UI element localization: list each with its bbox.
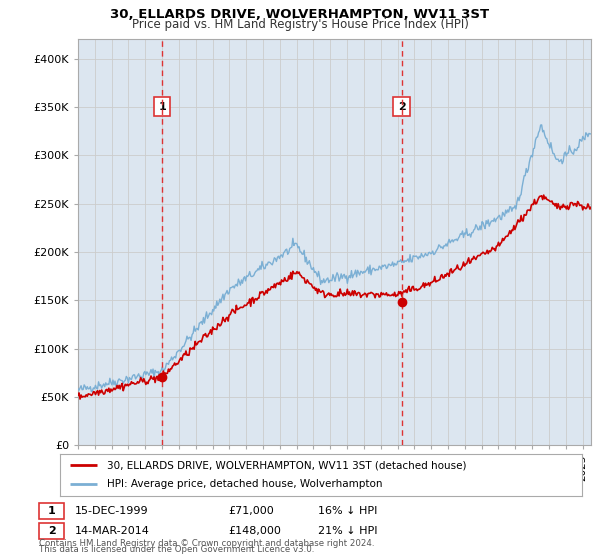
Text: 2: 2 [398,102,406,112]
Text: 30, ELLARDS DRIVE, WOLVERHAMPTON, WV11 3ST: 30, ELLARDS DRIVE, WOLVERHAMPTON, WV11 3… [110,8,490,21]
Text: 14-MAR-2014: 14-MAR-2014 [75,526,150,536]
Text: 1: 1 [158,102,166,112]
Text: Contains HM Land Registry data © Crown copyright and database right 2024.: Contains HM Land Registry data © Crown c… [39,539,374,548]
Text: 16% ↓ HPI: 16% ↓ HPI [318,506,377,516]
Text: 1: 1 [48,506,55,516]
Text: 2: 2 [48,526,55,536]
Text: This data is licensed under the Open Government Licence v3.0.: This data is licensed under the Open Gov… [39,545,314,554]
Text: £148,000: £148,000 [228,526,281,536]
Text: 21% ↓ HPI: 21% ↓ HPI [318,526,377,536]
Text: 15-DEC-1999: 15-DEC-1999 [75,506,149,516]
Text: 30, ELLARDS DRIVE, WOLVERHAMPTON, WV11 3ST (detached house): 30, ELLARDS DRIVE, WOLVERHAMPTON, WV11 3… [107,460,466,470]
Text: £71,000: £71,000 [228,506,274,516]
Text: Price paid vs. HM Land Registry's House Price Index (HPI): Price paid vs. HM Land Registry's House … [131,18,469,31]
Text: HPI: Average price, detached house, Wolverhampton: HPI: Average price, detached house, Wolv… [107,479,382,489]
